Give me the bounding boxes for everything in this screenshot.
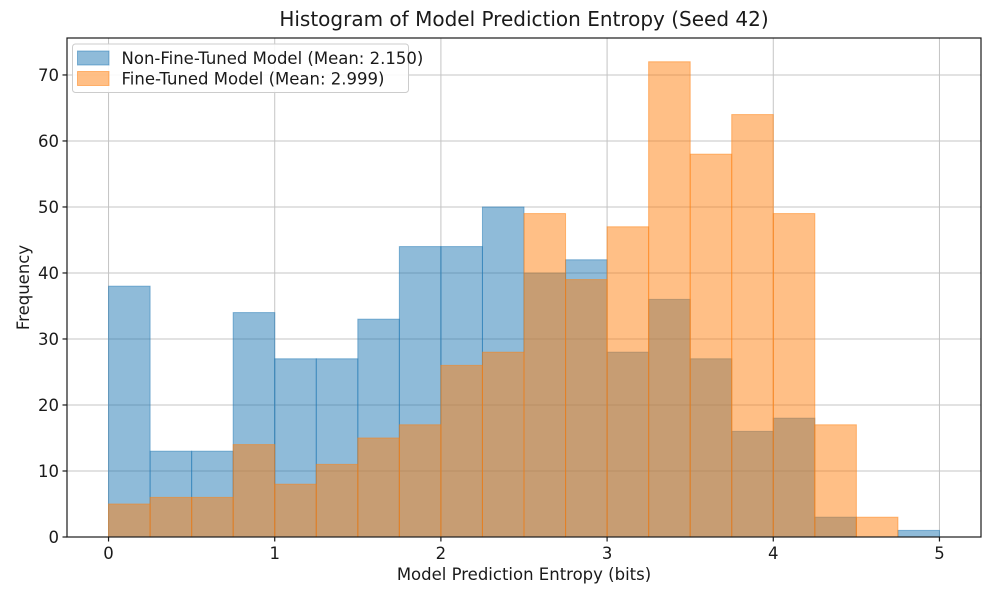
y-tick-label: 40 bbox=[38, 264, 59, 283]
histogram-bar-s1-bin0 bbox=[108, 503, 151, 538]
legend-box bbox=[72, 43, 409, 93]
y-tick-label: 30 bbox=[38, 330, 59, 349]
histogram-bar-s1-bin13 bbox=[648, 61, 691, 538]
histogram-bar-s1-bin12 bbox=[606, 226, 650, 538]
histogram-bar-s0-bin0 bbox=[108, 285, 151, 538]
y-tick-label: 0 bbox=[49, 528, 60, 547]
plot-border bbox=[66, 37, 982, 538]
y-tick-label: 60 bbox=[38, 132, 59, 151]
x-tick-label: 2 bbox=[436, 544, 447, 563]
histogram-bar-s1-bin3 bbox=[232, 444, 276, 538]
x-tick-label: 4 bbox=[768, 544, 779, 563]
legend-label-0: Non-Fine-Tuned Model (Mean: 2.150) bbox=[122, 49, 424, 68]
histogram-bar-s1-bin18 bbox=[855, 516, 899, 538]
histogram-bar-s1-bin6 bbox=[357, 437, 400, 538]
histogram-bar-s1-bin7 bbox=[398, 424, 442, 538]
histogram-bars bbox=[108, 61, 940, 538]
x-tick-label: 5 bbox=[934, 544, 945, 563]
histogram-bar-s1-bin11 bbox=[565, 279, 608, 538]
histogram-bar-s1-bin9 bbox=[481, 351, 525, 538]
y-tick-label: 10 bbox=[38, 462, 59, 481]
grid bbox=[67, 38, 981, 538]
histogram-bar-s1-bin16 bbox=[772, 213, 816, 538]
histogram-bar-s1-bin2 bbox=[191, 496, 234, 538]
y-axis-label: Frequency bbox=[14, 245, 33, 330]
histogram-bar-s1-bin15 bbox=[731, 114, 774, 538]
histogram-bar-s1-bin4 bbox=[274, 483, 317, 538]
x-tick-label: 0 bbox=[103, 544, 114, 563]
legend-swatch-0 bbox=[77, 50, 110, 66]
x-tick-label: 1 bbox=[269, 544, 280, 563]
histogram-bar-s1-bin1 bbox=[149, 496, 193, 538]
histogram-bar-s1-bin10 bbox=[523, 213, 567, 538]
legend-label-1: Fine-Tuned Model (Mean: 2.999) bbox=[122, 70, 385, 89]
series-1 bbox=[108, 61, 899, 538]
y-tick-label: 70 bbox=[38, 66, 59, 85]
legend: Non-Fine-Tuned Model (Mean: 2.150) Fine-T… bbox=[72, 43, 424, 93]
histogram-bar-s1-bin17 bbox=[814, 424, 857, 538]
legend-swatch-1 bbox=[77, 71, 110, 86]
chart-title: Histogram of Model Prediction Entropy (S… bbox=[279, 7, 768, 31]
histogram-bar-s1-bin5 bbox=[315, 463, 359, 538]
histogram-bar-s1-bin8 bbox=[440, 364, 483, 538]
x-tick-label: 3 bbox=[602, 544, 613, 563]
histogram-bar-s1-bin14 bbox=[689, 153, 733, 538]
histogram-bar-s0-bin19 bbox=[897, 529, 940, 538]
y-tick-label: 20 bbox=[38, 396, 59, 415]
axis-ticks bbox=[62, 74, 941, 542]
x-axis-label: Model Prediction Entropy (bits) bbox=[397, 565, 651, 584]
y-tick-label: 50 bbox=[38, 198, 59, 217]
